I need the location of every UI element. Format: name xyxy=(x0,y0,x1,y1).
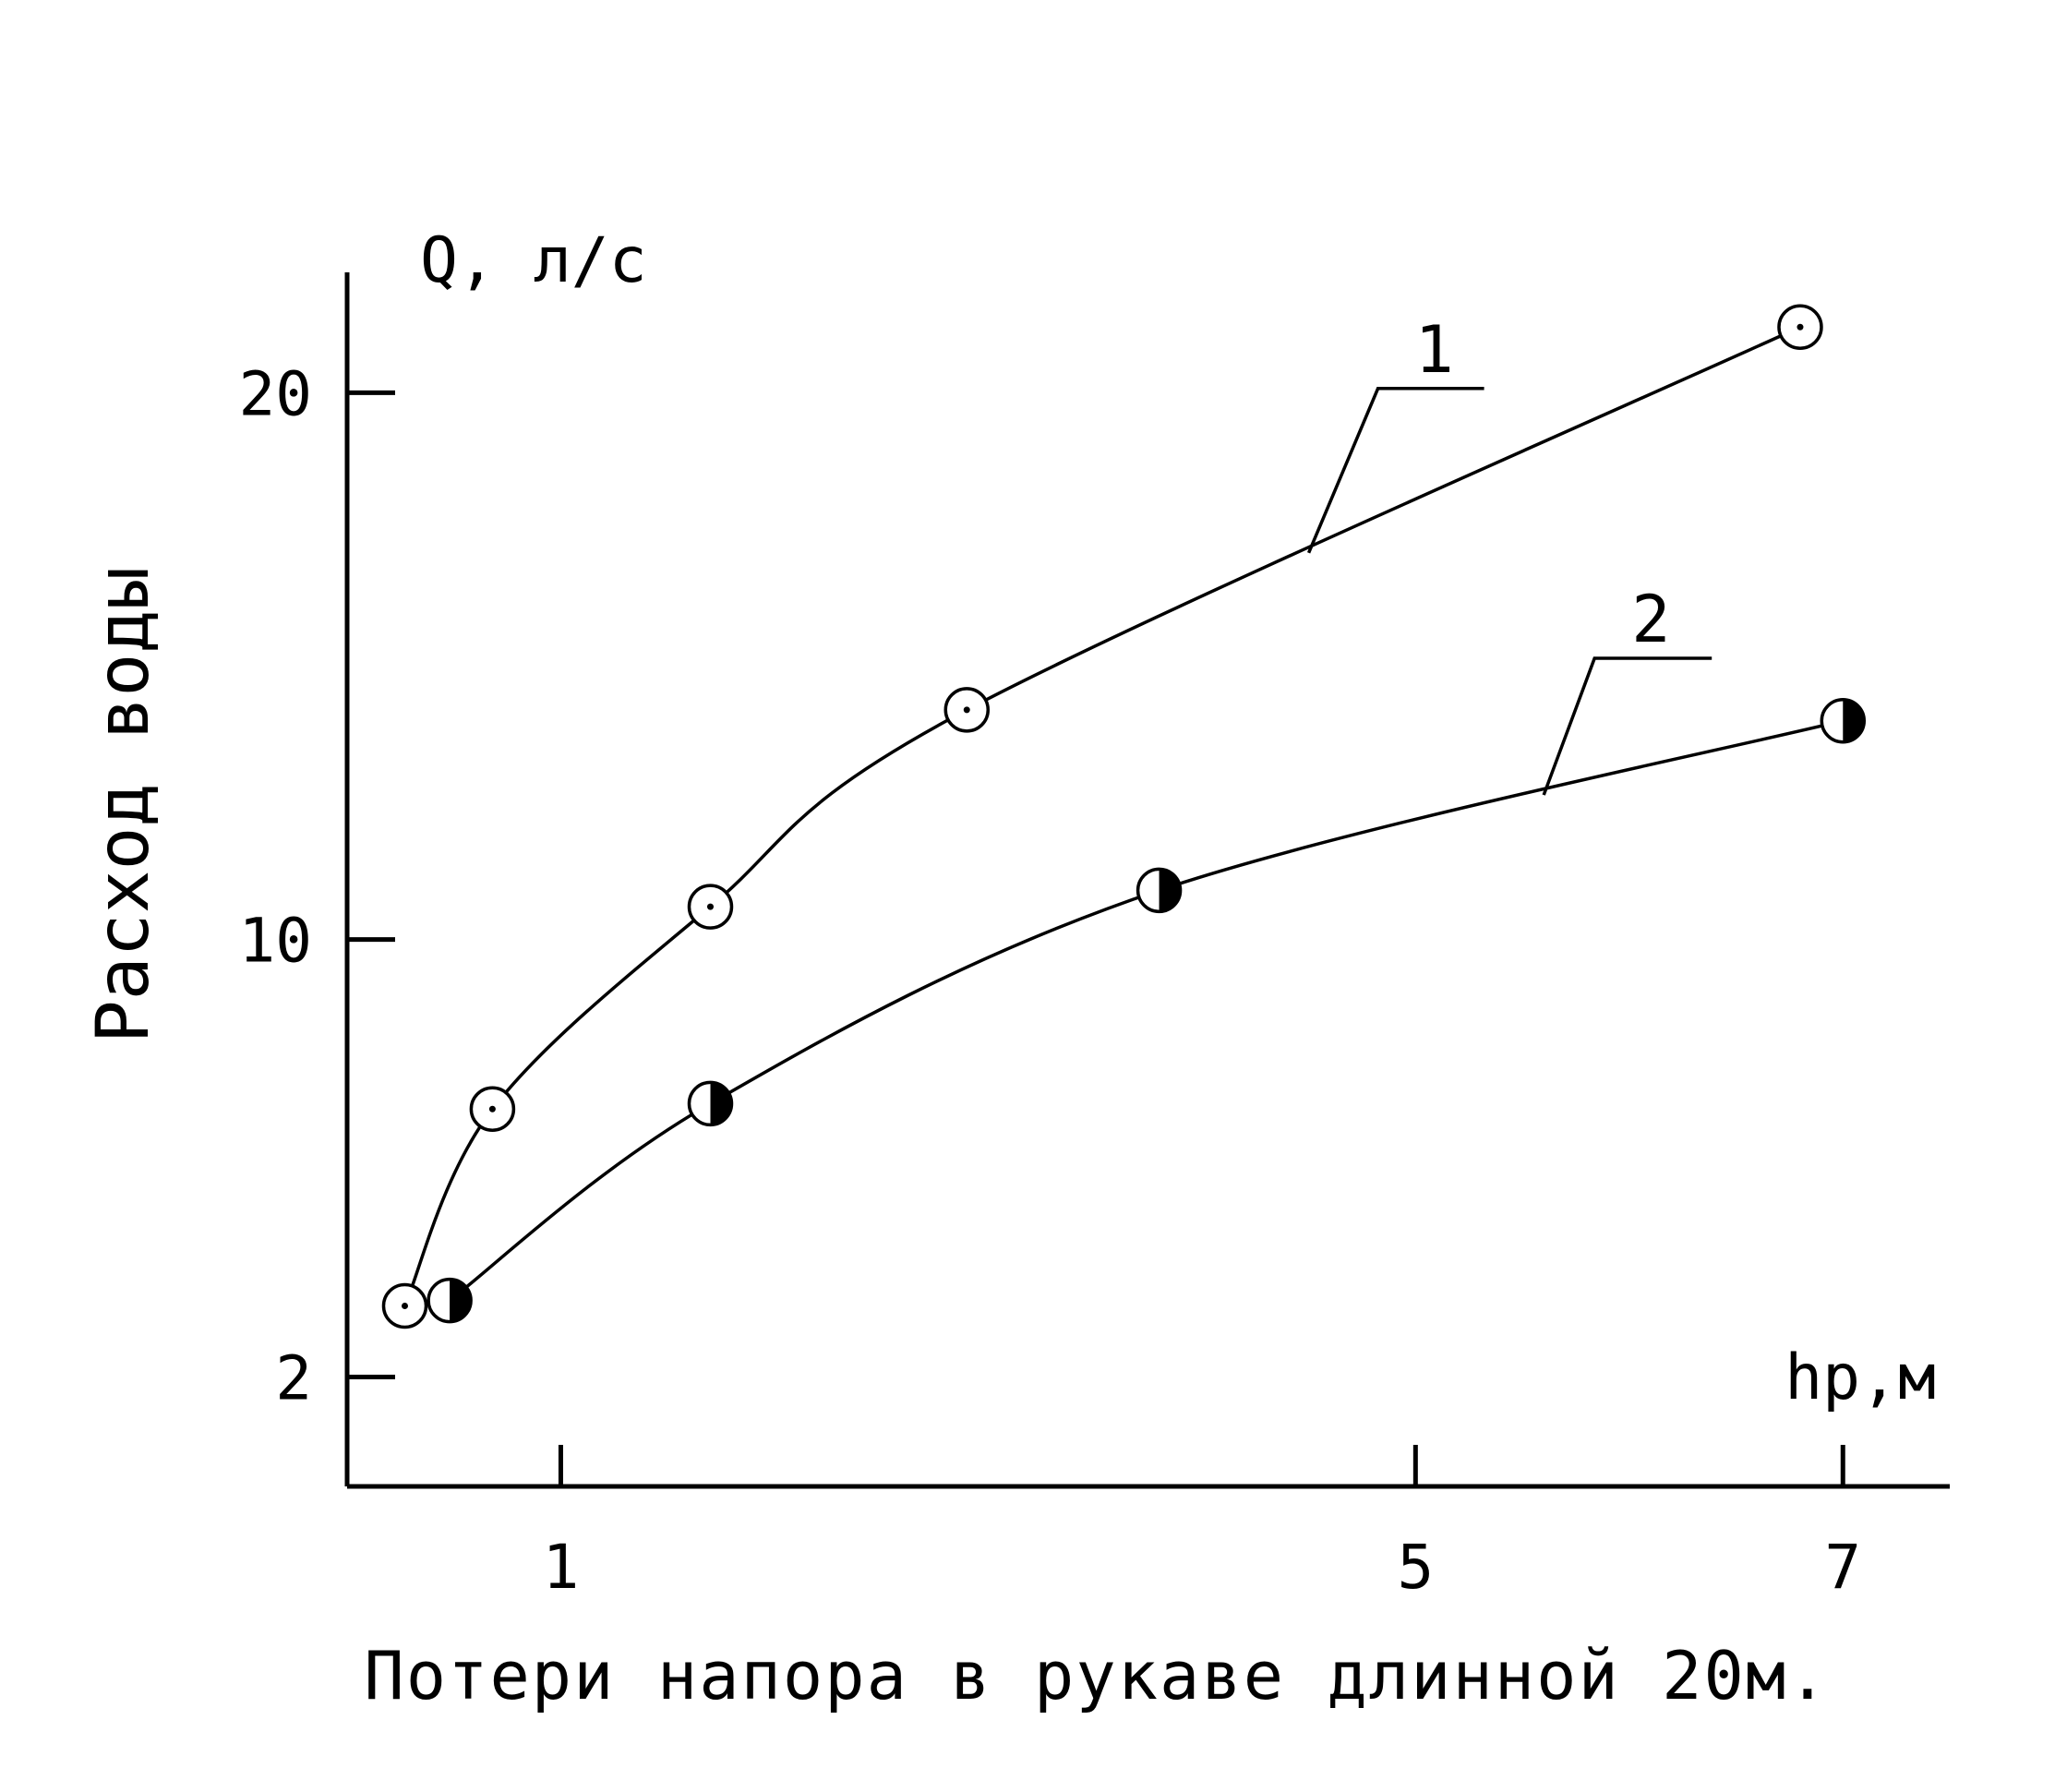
x-tick-label: 1 xyxy=(543,1532,580,1603)
data-point xyxy=(1777,304,1823,350)
ticks: 1 5 7 2 10 20 xyxy=(239,358,1862,1603)
data-point xyxy=(427,1277,473,1324)
x-tick-label: 7 xyxy=(1824,1532,1861,1603)
axes xyxy=(344,272,1950,1489)
series-line xyxy=(449,719,1844,1302)
x-unit-label: hр,м xyxy=(1785,1341,1936,1414)
data-point xyxy=(381,1282,428,1329)
data-point xyxy=(943,687,991,733)
data-point xyxy=(1820,697,1867,744)
series-1: 1 xyxy=(381,304,1823,1329)
series-number-label: 2 xyxy=(1631,582,1670,657)
y-tick-label: 10 xyxy=(239,906,312,977)
y-axis-title: Расход воды xyxy=(82,567,165,1044)
series-line xyxy=(403,325,1801,1307)
x-axis-title: Потери напора в рукаве длинной 20м. xyxy=(364,1637,1829,1714)
x-tick-label: 5 xyxy=(1397,1532,1434,1603)
data-point xyxy=(687,1080,734,1127)
series-callout: 1 xyxy=(1306,312,1484,554)
series-number-label: 1 xyxy=(1415,312,1454,388)
series-callout: 2 xyxy=(1542,582,1712,796)
y-tick-label: 2 xyxy=(275,1343,312,1414)
series-layer: 12 xyxy=(381,304,1867,1329)
y-unit-label: Q, л/с xyxy=(420,224,647,297)
data-point xyxy=(1136,867,1183,914)
data-point xyxy=(469,1086,516,1133)
y-tick-label: 20 xyxy=(239,358,312,429)
series-2: 2 xyxy=(427,582,1867,1324)
data-point xyxy=(687,884,734,930)
